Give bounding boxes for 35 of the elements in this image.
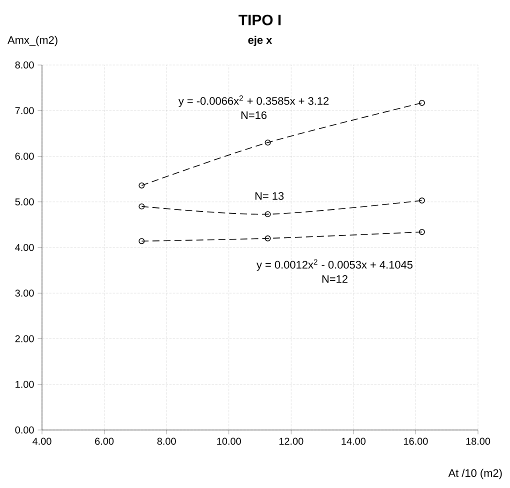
x-tick-label: 14.00 — [342, 438, 366, 445]
y-tick-label: 4.00 — [15, 244, 34, 252]
point — [264, 140, 271, 146]
annotation: y = -0.0066x$^{2}$ + 0.3585x + 3.12 — [178, 95, 329, 108]
point — [264, 235, 271, 242]
point — [418, 229, 425, 235]
point — [138, 203, 145, 210]
y-tick-label: 8.00 — [15, 61, 34, 69]
chart-title: TIPO I — [238, 14, 281, 26]
y-tick-label: 7.00 — [15, 107, 34, 114]
y-tick-label: 1.00 — [16, 380, 34, 388]
point — [138, 238, 145, 244]
point — [138, 182, 145, 188]
point — [418, 100, 425, 106]
x-tick-label: 8.00 — [157, 438, 176, 445]
x-tick-label: 6.00 — [95, 438, 114, 445]
y-tick-label: 5.00 — [15, 198, 34, 206]
y-axis-title: Amx_(m2) — [8, 36, 58, 46]
y-tick-label: 6.00 — [15, 152, 34, 160]
x-tick-label: 4.00 — [32, 438, 52, 445]
point — [418, 198, 425, 204]
annotation: N= 13 — [255, 192, 284, 200]
annotation: y = 0.0012x$^{2}$ - 0.0053x + 4.1045 — [256, 259, 412, 271]
y-tick-label: 2.00 — [15, 335, 34, 342]
x-tick-label: 10.00 — [217, 438, 241, 445]
y-tick-label: 3.00 — [15, 290, 34, 297]
x-tick-label: 18.00 — [466, 438, 490, 445]
x-axis-title: At /10 (m2) — [448, 468, 502, 480]
y-tick-label: 0.00 — [15, 426, 34, 434]
annotation: N=16 — [241, 111, 267, 120]
chart-subtitle: eje x — [248, 36, 272, 46]
x-tick-label: 12.00 — [279, 438, 304, 445]
annotation: N=12 — [322, 275, 348, 283]
x-tick-label: 16.00 — [404, 438, 428, 445]
point — [264, 211, 271, 218]
